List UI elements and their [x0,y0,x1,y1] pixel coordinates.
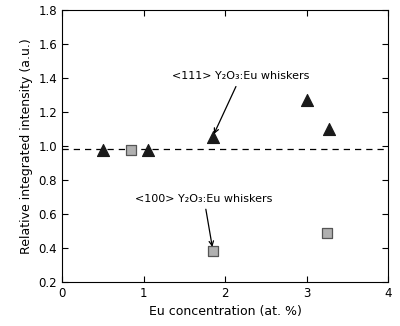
Point [210,248,216,253]
Point [100,148,106,153]
Point [128,148,134,153]
Point [210,134,216,139]
Point [144,148,151,153]
X-axis label: Eu concentration (at. %): Eu concentration (at. %) [148,305,302,319]
Text: <111> Y₂O₃:Eu whiskers: <111> Y₂O₃:Eu whiskers [172,71,310,133]
Point [324,230,330,235]
Point [303,97,310,103]
Y-axis label: Relative integrated intensity (a.u.): Relative integrated intensity (a.u.) [20,38,33,254]
Point [326,126,332,131]
Text: <100> Y₂O₃:Eu whiskers: <100> Y₂O₃:Eu whiskers [135,194,273,245]
